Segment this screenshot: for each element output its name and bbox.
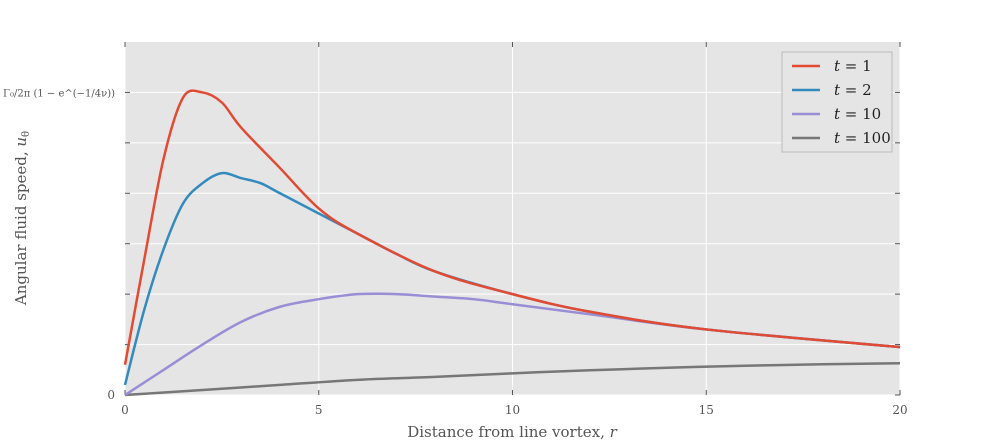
x-tick-label: 0 <box>121 403 129 417</box>
y-axis-label: Angular fluid speed, uθ <box>12 131 32 306</box>
legend-label: t = 1 <box>834 57 872 75</box>
x-tick-label: 20 <box>892 403 907 417</box>
tick-labels: 0 5 10 15 20 0 Γ₀/2π (1 − e^(−1/4ν)) <box>3 88 908 417</box>
legend-label: t = 2 <box>834 81 872 99</box>
legend: t = 1 t = 2 t = 10 t = 100 <box>781 51 893 153</box>
x-tick-label: 10 <box>505 403 520 417</box>
x-axis-label: Distance from line vortex, r <box>407 423 617 440</box>
x-tick-label: 5 <box>315 403 323 417</box>
ticks <box>124 42 901 396</box>
series-line-1 <box>123 89 901 365</box>
series-line-4 <box>124 361 901 397</box>
series-lines <box>123 89 901 397</box>
legend-box <box>781 51 893 153</box>
legend-label: t = 10 <box>834 105 881 123</box>
x-tick-label: 15 <box>699 403 714 417</box>
grid <box>124 42 901 396</box>
y-tick-label: Γ₀/2π (1 − e^(−1/4ν)) <box>3 88 115 99</box>
legend-label: t = 100 <box>834 129 891 147</box>
y-tick-label: 0 <box>107 388 115 402</box>
